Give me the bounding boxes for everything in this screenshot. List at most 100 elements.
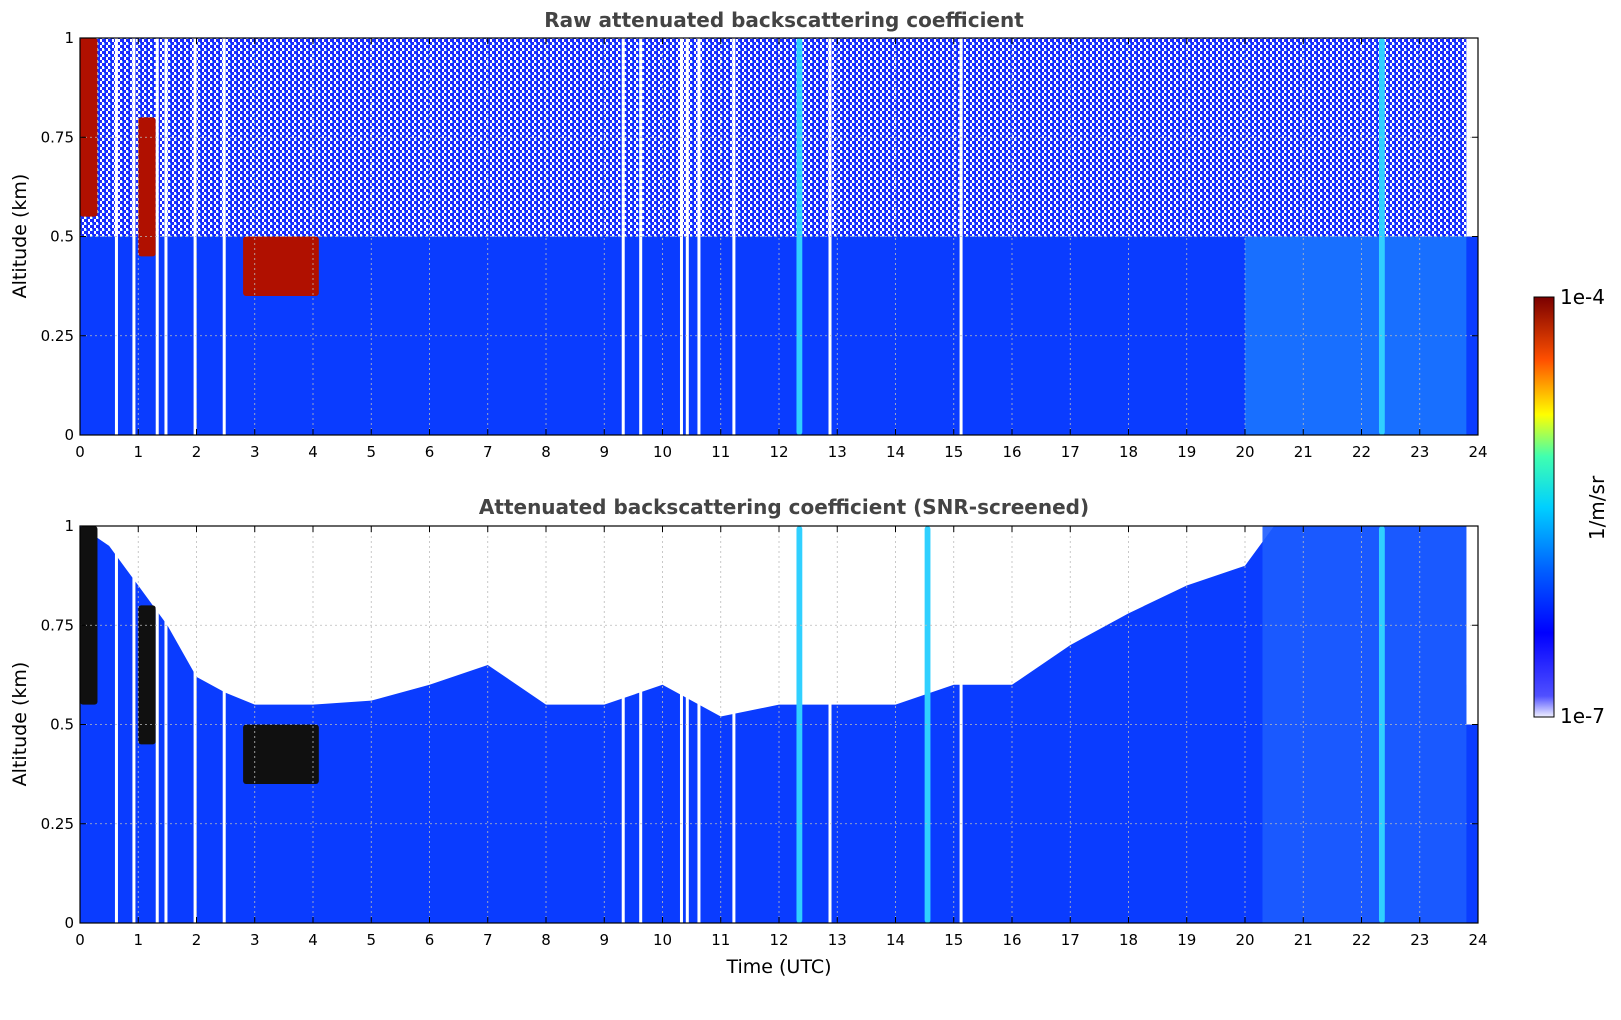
cloud-feature [138, 117, 156, 257]
y-axis-ticks: 0 0.25 0.5 0.75 1 [41, 29, 1478, 444]
y-tick-label: 0.25 [41, 327, 74, 345]
x-tick-label: 19 [1177, 931, 1196, 949]
colorbar-min-label: 1e-7 [1560, 704, 1605, 728]
noise-region [80, 38, 1467, 237]
data-gap [621, 38, 625, 435]
panel-title: Attenuated backscattering coefficient (S… [479, 495, 1089, 519]
x-tick-label: 17 [1061, 931, 1080, 949]
x-tick-label: 10 [653, 931, 672, 949]
x-tick-label: 6 [425, 443, 435, 461]
data-gap [732, 526, 736, 923]
x-tick-label: 15 [944, 931, 963, 949]
x-tick-label: 3 [250, 443, 260, 461]
y-tick-label: 0.75 [41, 616, 74, 634]
colorbar: 1e-4 1e-7 1/m/sr [1533, 285, 1609, 728]
x-tick-label: 15 [944, 443, 963, 461]
y-tick-label: 0.75 [41, 128, 74, 146]
x-tick-label: 4 [308, 931, 318, 949]
x-tick-label: 12 [769, 443, 788, 461]
x-tick-label: 11 [711, 931, 730, 949]
x-tick-label: 22 [1352, 443, 1371, 461]
cloud-feature [80, 38, 98, 217]
x-tick-label: 23 [1410, 931, 1429, 949]
x-tick-label: 24 [1468, 443, 1487, 461]
x-axis-ticks: 0 1 2 3 4 5 6 7 8 9 10 11 12 13 14 15 16 17 18 19 20 21 22 23 24 [75, 526, 1488, 949]
data-gap [697, 38, 701, 435]
x-tick-label: 7 [483, 443, 493, 461]
x-tick-label: 13 [828, 443, 847, 461]
colorbar-unit-label: 1/m/sr [1585, 475, 1609, 540]
cloud-feature [138, 605, 156, 745]
x-tick-label: 0 [75, 443, 85, 461]
colorbar-gradient [1533, 296, 1555, 718]
x-tick-label: 10 [653, 443, 672, 461]
x-tick-label: 20 [1235, 931, 1254, 949]
x-tick-label: 2 [192, 443, 202, 461]
heatmap-area [80, 38, 1478, 435]
cloud-feature [243, 724, 319, 785]
x-tick-label: 8 [541, 931, 551, 949]
cloud-feature [243, 236, 319, 297]
data-gap [222, 526, 226, 923]
x-tick-label: 16 [1002, 443, 1021, 461]
y-axis-label: Altitude (km) [9, 662, 31, 787]
y-tick-label: 0 [64, 914, 74, 932]
x-tick-label: 14 [886, 443, 905, 461]
data-gap [697, 526, 701, 923]
x-tick-label: 5 [366, 443, 376, 461]
x-tick-label: 1 [133, 443, 143, 461]
x-tick-label: 8 [541, 443, 551, 461]
y-tick-label: 0.25 [41, 815, 74, 833]
y-axis-ticks: 0 0.25 0.5 0.75 1 [41, 517, 1478, 932]
x-tick-label: 22 [1352, 931, 1371, 949]
heatmap-area [80, 526, 1478, 923]
y-tick-label: 0.5 [50, 716, 74, 734]
x-tick-label: 4 [308, 443, 318, 461]
snr-screened-panel: Attenuated backscattering coefficient (S… [9, 495, 1488, 978]
x-tick-label: 21 [1294, 443, 1313, 461]
colorbar-max-label: 1e-4 [1560, 285, 1605, 309]
data-gap [132, 38, 136, 435]
y-tick-label: 0.5 [50, 228, 74, 246]
y-tick-label: 0 [64, 426, 74, 444]
data-gap [621, 526, 625, 923]
x-tick-label: 11 [711, 443, 730, 461]
x-tick-label: 17 [1061, 443, 1080, 461]
x-tick-label: 3 [250, 931, 260, 949]
x-tick-label: 16 [1002, 931, 1021, 949]
x-tick-label: 1 [133, 931, 143, 949]
data-gap [685, 526, 689, 923]
x-tick-label: 9 [599, 931, 609, 949]
x-tick-label: 23 [1410, 443, 1429, 461]
data-gap [155, 526, 159, 923]
panel-title: Raw attenuated backscattering coefficien… [544, 8, 1024, 32]
data-gap [685, 38, 689, 435]
y-tick-label: 1 [64, 517, 74, 535]
x-tick-label: 9 [599, 443, 609, 461]
data-gap [155, 38, 159, 435]
x-tick-label: 13 [828, 931, 847, 949]
x-tick-label: 14 [886, 931, 905, 949]
data-gap [732, 38, 736, 435]
x-tick-label: 24 [1468, 931, 1487, 949]
x-tick-label: 7 [483, 931, 493, 949]
x-tick-label: 18 [1119, 443, 1138, 461]
x-tick-label: 12 [769, 931, 788, 949]
x-tick-label: 20 [1235, 443, 1254, 461]
x-tick-label: 19 [1177, 443, 1196, 461]
y-tick-label: 1 [64, 29, 74, 47]
data-gap [132, 526, 136, 923]
x-axis-ticks: 0 1 2 3 4 5 6 7 8 9 10 11 12 13 14 15 16 17 18 19 20 21 22 23 24 [75, 38, 1488, 461]
x-tick-label: 2 [192, 931, 202, 949]
x-tick-label: 18 [1119, 931, 1138, 949]
x-tick-label: 5 [366, 931, 376, 949]
cloud-feature [80, 526, 98, 705]
x-tick-label: 6 [425, 931, 435, 949]
y-axis-label: Altitude (km) [9, 174, 31, 299]
data-gap [222, 38, 226, 435]
x-axis-label: Time (UTC) [725, 956, 831, 978]
x-tick-label: 0 [75, 931, 85, 949]
x-tick-label: 21 [1294, 931, 1313, 949]
raw-backscatter-panel: Raw attenuated backscattering coefficien… [9, 8, 1488, 461]
